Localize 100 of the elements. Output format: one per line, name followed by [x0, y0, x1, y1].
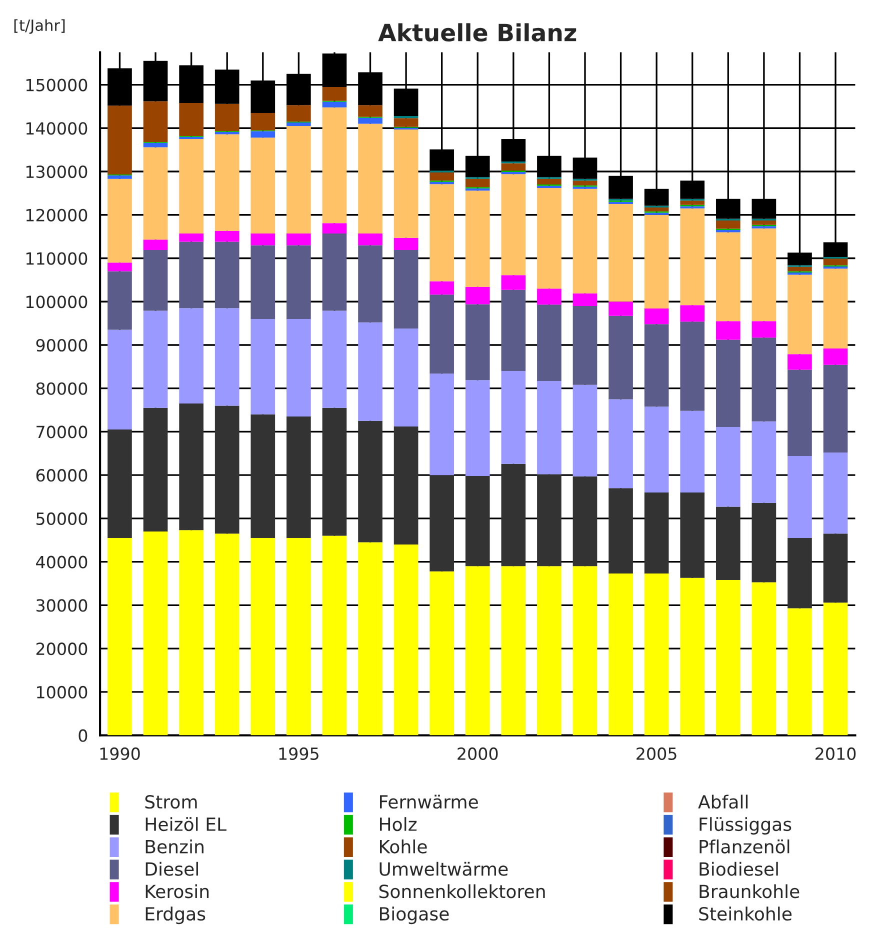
x-tick-label: 1990 — [100, 747, 140, 760]
bar — [752, 338, 776, 422]
bar — [108, 262, 132, 272]
bar — [644, 406, 669, 492]
legend-label: Sonnenkollektoren — [379, 884, 545, 898]
bar — [179, 102, 204, 136]
y-tick-label: 10000 — [37, 686, 88, 698]
bar — [644, 492, 669, 574]
bar — [537, 188, 562, 289]
bar — [716, 506, 740, 580]
y-tick-label: 30000 — [36, 599, 88, 612]
bar — [680, 322, 705, 411]
bar — [572, 384, 598, 476]
bar — [143, 101, 168, 142]
bar — [430, 571, 454, 736]
bar — [214, 308, 240, 406]
bar — [322, 408, 347, 536]
bar — [286, 318, 311, 417]
bar — [716, 232, 740, 322]
bar — [394, 250, 418, 329]
bar — [788, 608, 812, 736]
bar — [465, 188, 490, 191]
bar — [788, 538, 812, 608]
bar — [108, 271, 132, 330]
bar — [608, 204, 633, 302]
bar — [823, 268, 848, 348]
legend-label: Flüssiggas — [700, 817, 792, 835]
bar — [358, 124, 382, 234]
y-tick-label: 140000 — [26, 122, 88, 135]
legend-label: Braunkohle — [700, 884, 800, 898]
bar — [788, 370, 812, 456]
legend-label: Steinkohle — [699, 906, 792, 921]
bar — [179, 234, 204, 242]
bar — [250, 318, 276, 414]
bar — [322, 102, 347, 108]
bar — [143, 240, 168, 250]
bar — [823, 534, 848, 603]
bar — [537, 380, 562, 474]
bar — [358, 542, 382, 736]
legend-label: Holz — [380, 817, 417, 832]
bar — [501, 464, 526, 566]
legend-label: Heizöl EL — [146, 817, 226, 832]
y-axis-title: [t/Jahr] — [14, 19, 65, 34]
bar — [680, 208, 705, 306]
bar — [644, 214, 669, 309]
bar — [358, 105, 382, 117]
bar — [322, 223, 347, 234]
chart-title: Aktuelle Bilanz — [378, 23, 576, 42]
y-tick-label: 110000 — [26, 252, 88, 265]
bar — [143, 142, 168, 148]
bar — [286, 105, 311, 122]
bar — [108, 178, 132, 263]
bar — [430, 374, 454, 476]
bar — [179, 308, 204, 404]
bar — [322, 310, 347, 408]
bar — [250, 131, 276, 138]
bar — [430, 184, 454, 282]
bar — [465, 190, 490, 287]
bar — [788, 456, 812, 538]
bar — [430, 475, 454, 572]
bar — [394, 238, 418, 250]
bar — [214, 534, 240, 736]
legend-label: Benzin — [146, 839, 204, 854]
x-tick-label: 2010 — [816, 747, 856, 760]
bar — [465, 178, 490, 188]
bar — [286, 416, 311, 538]
bar — [143, 147, 168, 240]
bar — [680, 200, 705, 205]
bar — [394, 544, 418, 736]
legend-label: Pflanzenöl — [700, 839, 790, 854]
bar — [823, 258, 848, 266]
legend-label: Abfall — [698, 794, 748, 809]
bar — [572, 476, 598, 566]
bar — [644, 324, 669, 407]
bar — [752, 582, 776, 736]
bar — [644, 208, 669, 212]
bar — [394, 129, 418, 238]
y-tick-label: 130000 — [26, 165, 88, 178]
bar — [537, 304, 562, 381]
bar — [143, 408, 168, 532]
x-tick-label: 1995 — [279, 747, 318, 760]
bar — [465, 476, 490, 566]
bar — [430, 182, 454, 184]
bar — [644, 308, 669, 324]
bar — [752, 421, 776, 503]
x-tick-label: 2005 — [636, 747, 676, 760]
bar — [430, 281, 454, 295]
bar — [179, 530, 204, 736]
y-tick-label: 0 — [78, 729, 88, 742]
bar — [572, 293, 598, 306]
y-tick-label: 40000 — [36, 556, 88, 568]
bar — [716, 580, 740, 736]
bar — [108, 330, 132, 430]
bar — [322, 107, 347, 224]
bar — [143, 531, 168, 736]
bar — [179, 138, 204, 234]
bar — [465, 566, 490, 736]
bar — [572, 180, 598, 186]
bar — [179, 242, 204, 308]
bar — [608, 202, 633, 204]
